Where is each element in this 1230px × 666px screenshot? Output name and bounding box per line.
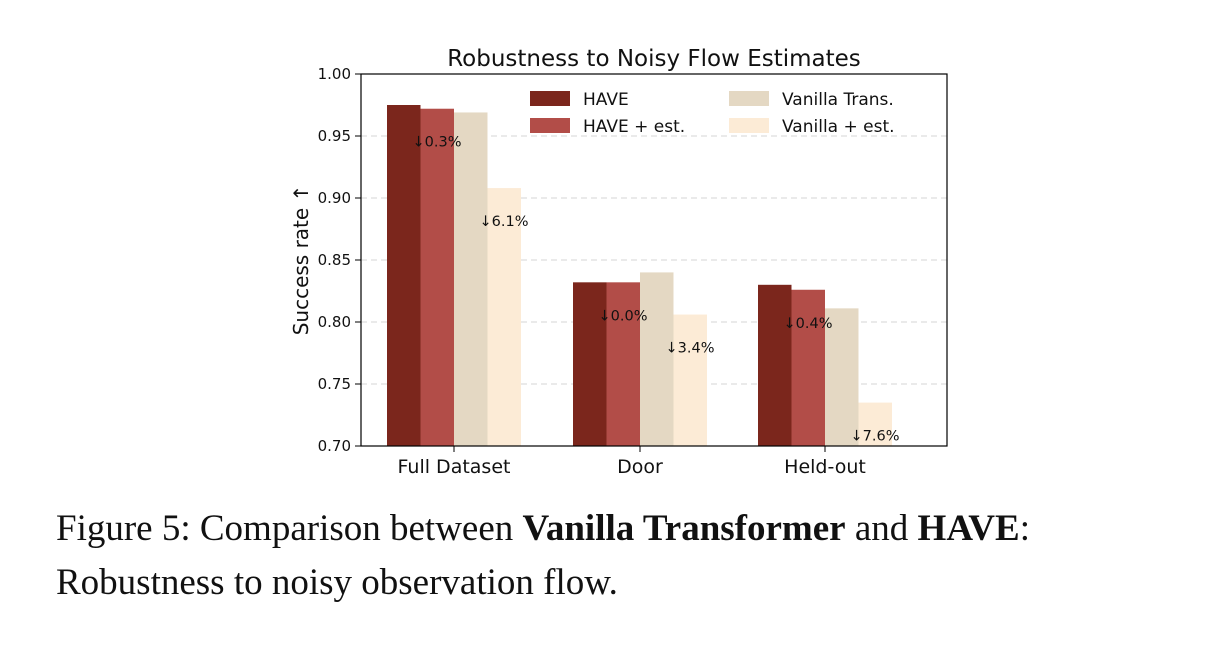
legend-swatch-have (530, 91, 570, 106)
legend: HAVE HAVE + est. Vanilla Trans. Vanilla + e… (530, 90, 895, 137)
figure-caption: Figure 5: Comparison between Vanilla Tra… (56, 502, 1186, 610)
annotations: ↓0.3% ↓6.1% ↓0.0% ↓3.4% ↓0.4% ↓7.6% (413, 135, 900, 445)
annotation-held-out-have-est: ↓0.4% (784, 316, 833, 332)
legend-swatch-vanilla-est (729, 118, 769, 133)
annotation-door-vanilla-est: ↓3.4% (666, 341, 715, 357)
y-axis-ticks: 0.70 0.75 0.80 0.85 0.90 0.95 1.00 (318, 65, 361, 455)
y-tick-label: 0.75 (318, 375, 351, 393)
bar-door-vanilla-trans (640, 272, 674, 446)
bar-door-have (573, 282, 607, 446)
caption-middle: and (845, 508, 918, 549)
x-tick-label: Held-out (784, 456, 866, 478)
bar-full-dataset-have-est (420, 108, 454, 446)
y-tick-label: 0.90 (318, 189, 351, 207)
bar-chart: ↓0.3%↓6.1%↓0.0%↓3.4%↓0.4%↓7.6% 0.700.750… (289, 46, 948, 478)
legend-label-vanilla-est: Vanilla + est. (782, 117, 895, 137)
x-axis-ticks: Full Dataset Door Held-out (398, 446, 866, 478)
annotation-held-out-vanilla-est: ↓7.6% (851, 429, 900, 445)
x-tick-label: Full Dataset (398, 456, 511, 478)
annotation-door-have-est: ↓0.0% (599, 308, 648, 324)
y-tick-label: 0.70 (318, 437, 351, 455)
bar-full-dataset-vanilla-trans (454, 112, 488, 446)
legend-label-vanilla-trans: Vanilla Trans. (782, 90, 894, 110)
y-tick-label: 0.80 (318, 313, 351, 331)
legend-swatch-have-est (530, 118, 570, 133)
bar-held-out-vanilla-trans (825, 308, 859, 446)
legend-label-have-est: HAVE + est. (583, 117, 685, 137)
legend-swatch-vanilla-trans (729, 91, 769, 106)
chart-title: Robustness to Noisy Flow Estimates (447, 46, 861, 72)
bar-door-vanilla-est (673, 314, 707, 446)
legend-label-have: HAVE (583, 90, 629, 110)
bar-full-dataset-have (387, 105, 421, 446)
annotation-full-dataset-vanilla-est: ↓6.1% (480, 214, 529, 230)
y-axis-label: Success rate ↑ (289, 185, 313, 336)
caption-suffix: : Robustness to noisy observation flow. (56, 508, 1030, 603)
bar-held-out-have-est (791, 289, 825, 446)
caption-bold-have: HAVE (917, 508, 1020, 549)
bar-full-dataset-vanilla-est (487, 188, 521, 446)
caption-bold-vanilla: Vanilla Transformer (522, 508, 846, 549)
caption-prefix: Figure 5: Comparison between (56, 508, 523, 549)
bar-door-have-est (606, 282, 640, 446)
bars (387, 105, 892, 446)
bar-held-out-vanilla-est (858, 402, 892, 446)
annotation-full-dataset-have-est: ↓0.3% (413, 135, 462, 151)
bar-held-out-have (758, 284, 792, 446)
y-tick-label: 1.00 (318, 65, 351, 83)
x-tick-label: Door (617, 456, 663, 478)
y-tick-label: 0.85 (318, 251, 351, 269)
y-tick-label: 0.95 (318, 127, 351, 145)
